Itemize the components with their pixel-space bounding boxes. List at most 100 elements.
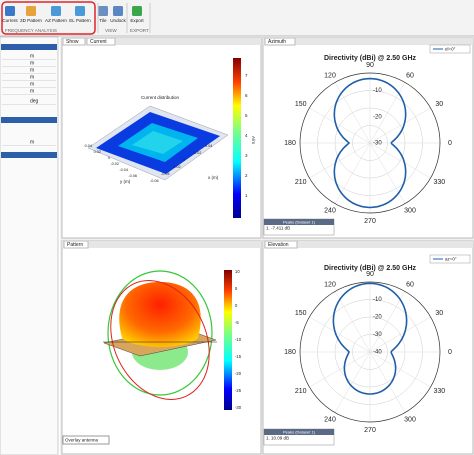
panel-header	[1, 117, 57, 123]
peaks-value: 1. 10.09 dB	[266, 436, 289, 441]
polar-angle-label: 60	[406, 281, 414, 288]
axis-tick-label: -0.04	[119, 168, 128, 172]
unit-label: deg	[30, 98, 39, 104]
section-label: EXPORT	[130, 28, 149, 33]
legend-box	[429, 254, 471, 264]
colorbar-tick-label: 4	[245, 133, 248, 138]
colorbar-label: A/m	[251, 136, 256, 144]
polar-angle-label: 150	[295, 101, 307, 108]
legend-box	[429, 44, 471, 54]
tab-label: Elevation	[268, 242, 289, 248]
axis-tick-label: -0.04	[161, 172, 170, 176]
legend-label: az=0°	[445, 256, 457, 261]
polar-angle-label: 330	[433, 179, 445, 186]
polar-radial-label: -20	[373, 315, 382, 321]
axis-tick-label: 0.04	[85, 144, 92, 148]
colorbar-tick-label: 3	[245, 153, 248, 158]
unit-label: m	[30, 74, 34, 80]
axis-tick-label: 0.02	[194, 151, 201, 155]
tab[interactable]	[86, 37, 116, 46]
colorbar-tick-label: -10	[235, 337, 242, 342]
toolbar-button-icon[interactable]	[113, 6, 123, 16]
polar-radial-label: -40	[373, 350, 382, 356]
pattern-main-lobe	[119, 282, 201, 347]
colorbar-tick-label: 2	[245, 173, 248, 178]
panel-header	[1, 44, 57, 50]
polar-outer-ring	[299, 72, 441, 214]
colorbar-tick-label: 5	[245, 113, 248, 118]
polar-angle-label: 90	[366, 62, 374, 69]
toolbar-button-icon[interactable]	[26, 6, 36, 16]
pattern-curve	[333, 77, 407, 209]
colorbar-tick-label: 6	[245, 93, 248, 98]
toolbar-button-icon[interactable]	[132, 6, 142, 16]
tab[interactable]	[62, 37, 86, 46]
axis-label: x (m)	[208, 175, 219, 180]
unit-label: m	[30, 60, 34, 66]
polar-angle-label: 330	[433, 388, 445, 395]
colorbar	[224, 270, 232, 410]
polar-angle-label: 300	[404, 207, 416, 214]
polar-angle-label: 180	[284, 140, 296, 147]
colorbar-tick-label: -25	[235, 388, 242, 393]
plot-title: Directivity (dBi) @ 2.50 GHz	[324, 55, 417, 62]
polar-angle-label: 60	[406, 72, 414, 79]
polar-angle-label: 210	[295, 179, 307, 186]
unit-label: m	[30, 81, 34, 87]
tab-label: Current	[90, 39, 107, 45]
pane-tabbar	[263, 38, 473, 45]
current-core	[132, 131, 183, 154]
polar-radial-label: -10	[373, 297, 382, 303]
colorbar-tick-label: 0	[235, 303, 238, 308]
tab[interactable]	[264, 240, 298, 249]
polar-angle-label: 120	[324, 72, 336, 79]
polar-grid-spoke	[309, 316, 431, 388]
polar-angle-label: 150	[295, 310, 307, 317]
polar-angle-label: 0	[448, 140, 452, 147]
axis-tick-label: 0	[108, 156, 110, 160]
tab[interactable]	[63, 240, 89, 249]
legend-label: el=0°	[445, 46, 456, 51]
polar-angle-label: 300	[404, 416, 416, 423]
tab-label: Pattern	[67, 242, 83, 248]
dropdown[interactable]	[62, 435, 110, 445]
peaks-title: Peaks (Dataset 1)	[283, 219, 316, 224]
toolbar-button-icon[interactable]	[98, 6, 108, 16]
left-panel	[0, 36, 59, 455]
polar-grid-spoke	[309, 107, 431, 179]
colorbar-tick-label: -20	[235, 371, 242, 376]
pane-tabbar	[62, 38, 261, 45]
axis-tick-label: 0.02	[94, 150, 101, 154]
unit-label: m	[30, 139, 34, 145]
axis-tick-label: -0.06	[128, 174, 137, 178]
colorbar-tick-label: 7	[245, 73, 248, 78]
peaks-value: 1. -7.411 dB	[266, 226, 290, 231]
polar-angle-label: 0	[448, 349, 452, 356]
polar-angle-label: 240	[324, 416, 336, 423]
axis-tick-label: 0	[183, 158, 185, 162]
tab-label: Show	[66, 39, 79, 45]
polar-radial-label: -30	[373, 332, 382, 338]
polar-angle-label: 90	[366, 271, 374, 278]
toolbar-button-label: EL Pattern	[69, 18, 91, 23]
colorbar-tick-label: 10	[235, 269, 240, 274]
colorbar-tick-label: -15	[235, 354, 242, 359]
axis-tick-label: -0.02	[110, 162, 119, 166]
pane	[262, 37, 474, 239]
tab[interactable]	[264, 37, 296, 46]
toolbar-button-label: AZ Pattern	[45, 18, 67, 23]
toolbar-button-icon[interactable]	[51, 6, 61, 16]
section-label: VIEW	[105, 28, 117, 33]
peaks-header	[264, 219, 334, 225]
polar-angle-label: 240	[324, 207, 336, 214]
toolbar-button-icon[interactable]	[75, 6, 85, 16]
peaks-header	[264, 429, 334, 435]
toolbar-button-label: Tile	[99, 18, 107, 23]
colorbar-tick-label: 1	[245, 193, 248, 198]
section-label: FREQUENCY ANALYSIS	[5, 28, 57, 33]
unit-label: m	[30, 67, 34, 73]
panel-header	[1, 152, 57, 158]
colorbar-tick-label: -5	[235, 320, 239, 325]
toolbar-button-icon[interactable]	[5, 6, 15, 16]
pattern-ring	[107, 270, 213, 396]
